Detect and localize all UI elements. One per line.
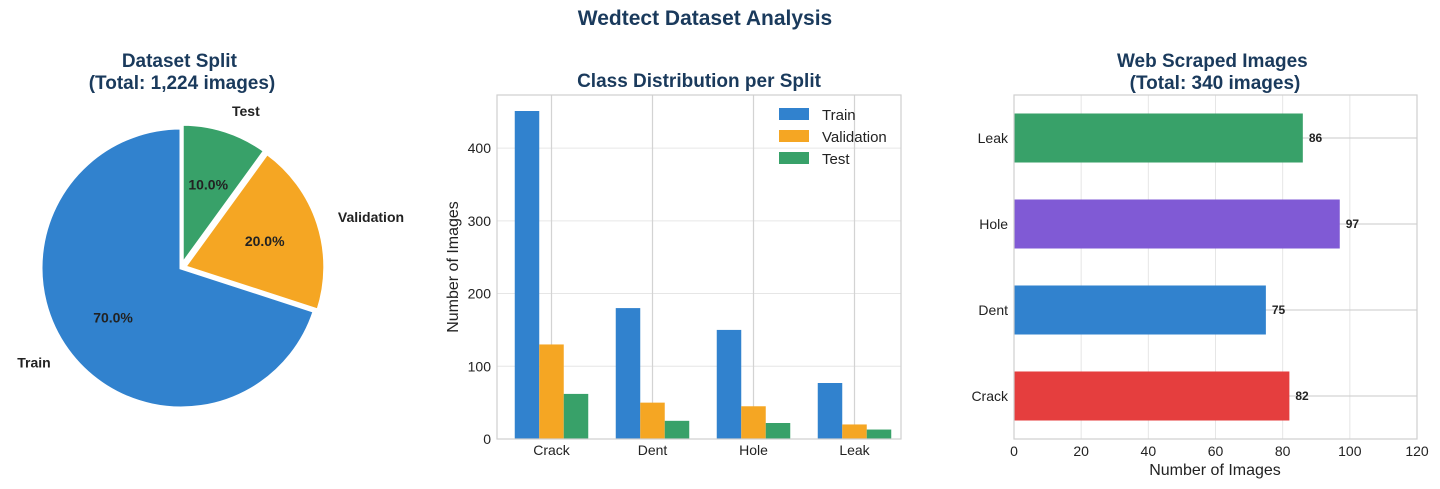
ytick-label: 300 <box>468 213 492 229</box>
xtick-label: 0 <box>1010 443 1018 459</box>
xtick-label: 60 <box>1208 443 1224 459</box>
ytick-label-dent: Dent <box>978 302 1008 318</box>
pie-chart-title-line-1: Dataset Split <box>122 51 238 72</box>
hbar-value-leak: 86 <box>1309 131 1323 145</box>
class-distribution-bars <box>514 111 892 439</box>
ytick-label-crack: Crack <box>971 388 1009 404</box>
hbar-crack <box>1014 371 1290 421</box>
bar-train-hole <box>716 329 742 439</box>
bar-train-crack <box>514 111 540 439</box>
ytick-label: 0 <box>483 431 491 447</box>
hbar-value-dent: 75 <box>1272 303 1286 317</box>
bar-validation-crack <box>539 344 564 439</box>
ytick-label: 200 <box>468 286 492 302</box>
bar-test-dent <box>664 420 690 439</box>
hbar-value-crack: 82 <box>1295 389 1309 403</box>
class-distribution-ticks: 0 100 200 300 400 Crack Dent Hole Leak <box>468 140 871 458</box>
pie-label-train: Train <box>17 355 50 371</box>
pie-chart-title: Dataset Split (Total: 1,224 images) <box>89 51 276 94</box>
web-scraped-axes-frame <box>1013 94 1418 440</box>
class-distribution-ylabel: Number of Images <box>445 201 462 333</box>
pie-label-test: Test <box>232 103 260 119</box>
bar-test-crack <box>563 393 589 439</box>
xtick-label: 40 <box>1141 443 1157 459</box>
ytick-label: 400 <box>468 140 492 156</box>
ytick-label: 100 <box>468 358 492 374</box>
web-scraped-ticks: 0 20 40 60 80 100 120 Crack Dent Hole Leak <box>971 130 1428 459</box>
web-scraped-bars: 82 75 97 86 <box>1014 113 1360 421</box>
pie-slice-test <box>180 122 267 269</box>
xtick-label-crack: Crack <box>533 442 571 458</box>
pie-pct-validation: 20.0% <box>245 233 285 249</box>
bar-test-leak <box>866 429 892 439</box>
xtick-label: 100 <box>1338 443 1362 459</box>
pie-labels: 70.0% Train 20.0% Validation 10.0% Test <box>17 103 404 371</box>
pie-pct-test: 10.0% <box>188 176 228 192</box>
xtick-label-hole: Hole <box>739 442 768 458</box>
legend-label-train: Train <box>822 107 856 124</box>
legend-swatch-validation <box>779 130 809 142</box>
xtick-label: 120 <box>1405 443 1429 459</box>
pie-pct-train: 70.0% <box>93 309 133 325</box>
pie-slice-validation <box>182 151 327 312</box>
class-distribution-title: Class Distribution per Split <box>577 71 822 92</box>
bar-validation-hole <box>741 406 766 439</box>
bar-train-dent <box>615 308 641 439</box>
web-scraped-panel: Web Scraped Images (Total: 340 images) 8… <box>971 51 1428 479</box>
bar-validation-dent <box>640 402 665 439</box>
legend-swatch-test <box>779 152 809 164</box>
pie-slice-train <box>39 126 317 410</box>
hbar-leak <box>1014 113 1303 163</box>
bar-validation-leak <box>842 424 867 439</box>
class-distribution-panel: Class Distribution per Split 0 100 200 300 4… <box>445 71 902 458</box>
figure-suptitle: Wedtect Dataset Analysis <box>578 7 832 30</box>
legend-label-test: Test <box>822 151 850 168</box>
class-distribution-legend: Train Validation Test <box>779 107 887 168</box>
xtick-label: 80 <box>1275 443 1291 459</box>
pie-chart-panel: Dataset Split (Total: 1,224 images) 70.0… <box>17 51 404 410</box>
web-scraped-xlabel: Number of Images <box>1149 462 1281 479</box>
ytick-label-leak: Leak <box>978 130 1009 146</box>
xtick-label-leak: Leak <box>839 442 870 458</box>
web-scraped-title: Web Scraped Images (Total: 340 images) <box>1117 51 1313 94</box>
bar-train-leak <box>817 383 843 439</box>
web-scraped-title-line-1: Web Scraped Images <box>1117 51 1308 72</box>
hbar-hole <box>1014 199 1340 249</box>
pie-slices <box>39 122 327 410</box>
xtick-label: 20 <box>1073 443 1089 459</box>
hbar-value-hole: 97 <box>1346 217 1360 231</box>
legend-swatch-train <box>779 108 809 120</box>
pie-chart-title-line-2: (Total: 1,224 images) <box>89 73 276 94</box>
web-scraped-title-line-2: (Total: 340 images) <box>1130 73 1301 94</box>
hbar-dent <box>1014 285 1266 335</box>
class-distribution-axes-frame <box>496 94 902 440</box>
pie-label-validation: Validation <box>338 209 404 225</box>
bar-test-hole <box>765 423 791 439</box>
xtick-label-dent: Dent <box>638 442 668 458</box>
ytick-label-hole: Hole <box>979 216 1008 232</box>
legend-label-validation: Validation <box>822 129 887 146</box>
